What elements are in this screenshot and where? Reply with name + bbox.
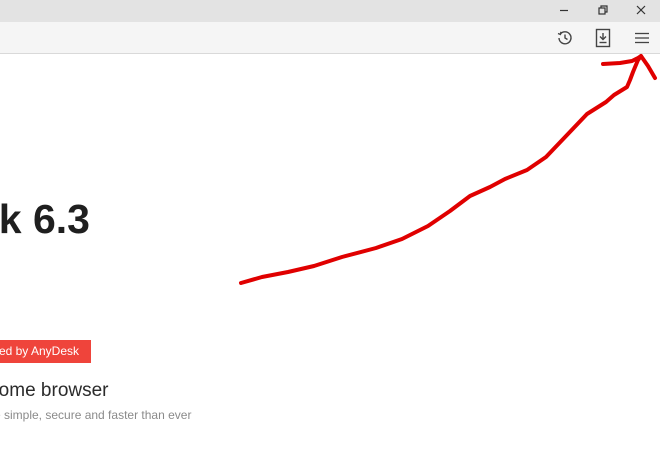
page-content: k 6.3 ed by AnyDesk le Chrome browser re…	[0, 54, 660, 456]
download-icon	[595, 28, 611, 48]
browser-description: re simple, secure and faster than ever	[0, 408, 192, 422]
history-icon	[557, 31, 572, 45]
restore-button[interactable]	[585, 0, 621, 20]
badge-label: ed by AnyDesk	[0, 344, 79, 358]
browser-toolbar	[0, 22, 660, 54]
browser-heading: le Chrome browser	[0, 380, 109, 401]
menu-button[interactable]	[628, 25, 656, 51]
restore-icon	[598, 5, 608, 15]
close-button[interactable]	[623, 0, 659, 20]
anydesk-badge[interactable]: ed by AnyDesk	[0, 340, 91, 363]
downloads-button[interactable]	[589, 25, 617, 51]
menu-icon	[635, 32, 649, 44]
history-button[interactable]	[551, 25, 579, 51]
page-heading: k 6.3	[0, 196, 90, 242]
window-titlebar	[0, 0, 660, 22]
close-icon	[636, 5, 646, 15]
minimize-button[interactable]	[546, 0, 582, 20]
minimize-icon	[560, 9, 568, 12]
